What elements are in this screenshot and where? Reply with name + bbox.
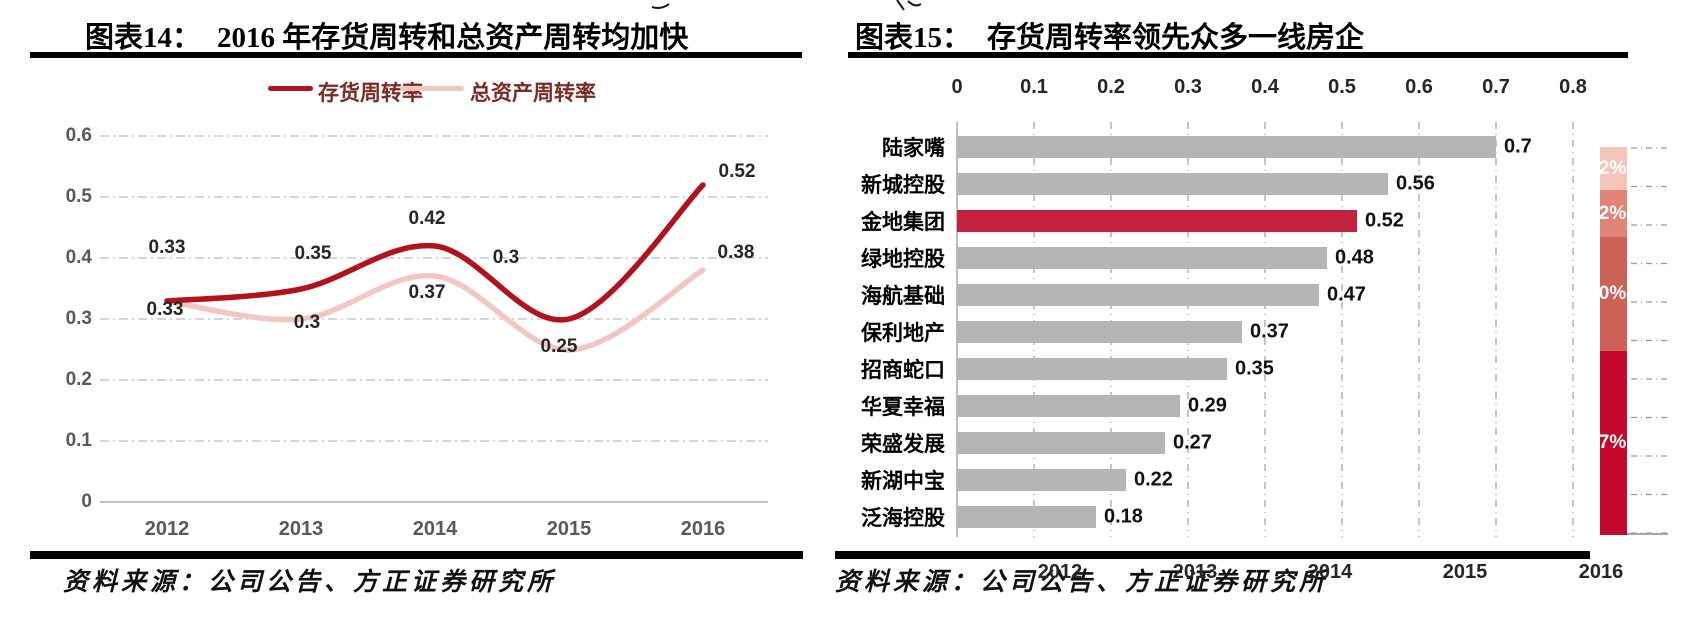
fragment-segment-label-4: 7% bbox=[1598, 432, 1627, 453]
fragment-stack-segment-1 bbox=[1600, 147, 1627, 190]
chart15-bar-value-招商蛇口: 0.35 bbox=[1235, 357, 1274, 380]
chart15-category-招商蛇口: 招商蛇口 bbox=[861, 358, 945, 382]
chart15-bar-value-金地集团: 0.52 bbox=[1365, 209, 1404, 232]
chart14-y-tick-0.4: 0.4 bbox=[65, 247, 92, 268]
chart14-legend-swatch-inventory-turnover bbox=[268, 86, 313, 91]
clipped-glyph-fragment-1 bbox=[651, 3, 670, 9]
chart15-bar-value-绿地控股: 0.48 bbox=[1335, 246, 1374, 269]
chart15-category-金地集团: 金地集团 bbox=[861, 210, 945, 234]
chart14-data-label-总资产周转率-2013: 0.3 bbox=[293, 312, 321, 333]
chart15-axis-tick-0.2: 0.2 bbox=[1097, 76, 1125, 98]
chart15-bar-金地集团 bbox=[957, 210, 1357, 232]
chart14-legend-swatch-asset-turnover bbox=[400, 86, 464, 91]
chart15-bar-荣盛发展 bbox=[957, 432, 1165, 454]
chart14-x-tick-2016: 2016 bbox=[680, 518, 726, 540]
chart15-bar-华夏幸福 bbox=[957, 395, 1180, 417]
chart14-y-tick-0.1: 0.1 bbox=[65, 430, 92, 451]
chart15-axis-tick-0: 0 bbox=[951, 76, 963, 98]
chart14-line-存货周转率 bbox=[164, 182, 706, 323]
chart15-bar-新湖中宝 bbox=[957, 469, 1126, 491]
chart14-data-label-存货周转率-2015: 0.3 bbox=[492, 247, 520, 268]
chart14-data-label-总资产周转率-2016: 0.38 bbox=[717, 242, 755, 263]
chart15-bar-value-华夏幸福: 0.29 bbox=[1188, 394, 1227, 417]
chart15-caption-label: 图表15： bbox=[855, 22, 972, 54]
chart14-data-label-存货周转率-2014: 0.42 bbox=[408, 208, 446, 229]
fragment-stack-segment-2 bbox=[1600, 190, 1627, 237]
chart15-axis-tick-0.4: 0.4 bbox=[1251, 76, 1279, 98]
chart15-category-新城控股: 新城控股 bbox=[861, 173, 945, 197]
chart14-y-tick-0.6: 0.6 bbox=[65, 125, 92, 146]
chart15-axis-tick-0.8: 0.8 bbox=[1559, 76, 1587, 98]
chart14-data-label-存货周转率-2013: 0.35 bbox=[294, 243, 332, 264]
chart15-caption-text: 存货周转率领先众多一线房企 bbox=[987, 22, 1365, 54]
fragment-x-tick-2012: 2012 bbox=[1037, 561, 1083, 583]
chart15-category-绿地控股: 绿地控股 bbox=[861, 247, 945, 271]
chart14-y-tick-0.2: 0.2 bbox=[65, 369, 92, 390]
chart14-caption-label: 图表14： bbox=[85, 22, 202, 54]
chart15-bar-value-保利地产: 0.37 bbox=[1250, 320, 1289, 343]
clipped-glyph-fragment-3 bbox=[907, 0, 922, 7]
fragment-stack-segment-4 bbox=[1600, 351, 1627, 535]
chart15-bar-绿地控股 bbox=[957, 247, 1327, 269]
chart15-category-荣盛发展: 荣盛发展 bbox=[861, 432, 945, 456]
chart15-category-泛海控股: 泛海控股 bbox=[861, 506, 945, 530]
chart15-category-陆家嘴: 陆家嘴 bbox=[882, 136, 945, 160]
chart14-line-总资产周转率 bbox=[164, 267, 706, 353]
chart14-x-tick-2013: 2013 bbox=[278, 518, 324, 540]
chart14-data-label-存货周转率-2012: 0.33 bbox=[148, 237, 186, 258]
chart14-data-label-存货周转率-2016: 0.52 bbox=[718, 161, 756, 182]
chart15-axis-tick-0.7: 0.7 bbox=[1482, 76, 1510, 98]
chart14-x-tick-2015: 2015 bbox=[546, 518, 592, 540]
chart15-bar-泛海控股 bbox=[957, 506, 1096, 528]
chart14-x-tick-2012: 2012 bbox=[144, 518, 190, 540]
chart14-y-tick-0: 0 bbox=[81, 491, 92, 512]
chart15-bar-value-海航基础: 0.47 bbox=[1327, 283, 1366, 306]
chart15-category-华夏幸福: 华夏幸福 bbox=[861, 395, 945, 419]
chart14-title-rule bbox=[30, 52, 802, 58]
chart14-data-label-总资产周转率-2012: 0.33 bbox=[146, 299, 184, 320]
chart14-legend-label-inventory-turnover: 存货周转率 bbox=[318, 81, 423, 105]
chart14-source: 资料来源：公司公告、方正证券研究所 bbox=[63, 569, 557, 596]
fragment-segment-label-1: 2% bbox=[1598, 157, 1627, 179]
fragment-x-tick-2014: 2014 bbox=[1307, 561, 1353, 583]
chart15-axis-tick-0.5: 0.5 bbox=[1328, 76, 1356, 98]
chart15-bar-新城控股 bbox=[957, 173, 1388, 195]
chart15-axis-tick-0.6: 0.6 bbox=[1405, 76, 1433, 98]
chart15-category-保利地产: 保利地产 bbox=[861, 321, 945, 345]
chart15-bar-海航基础 bbox=[957, 284, 1319, 306]
chart15-bar-陆家嘴 bbox=[957, 136, 1496, 158]
clipped-glyph-fragment-2 bbox=[896, 0, 905, 11]
chart14-x-tick-2014: 2014 bbox=[412, 518, 458, 540]
chart15-bar-value-泛海控股: 0.18 bbox=[1104, 505, 1143, 528]
chart15-category-海航基础: 海航基础 bbox=[861, 284, 945, 308]
chart15-title: 图表15： 存货周转率领先众多一线房企 bbox=[855, 14, 1364, 56]
chart14-bottom-rule bbox=[30, 551, 803, 559]
chart15-axis-tick-0.3: 0.3 bbox=[1174, 76, 1202, 98]
chart14-title: 图表14： 2016 年存货周转和总资产周转均加快 bbox=[85, 14, 688, 56]
chart15-axis-tick-0.1: 0.1 bbox=[1020, 76, 1048, 98]
chart14-legend-label-asset-turnover: 总资产周转率 bbox=[470, 81, 596, 105]
fragment-segment-label-2: 2% bbox=[1598, 202, 1627, 224]
chart15-bar-value-陆家嘴: 0.7 bbox=[1504, 135, 1532, 158]
fragment-x-tick-2013: 2013 bbox=[1172, 561, 1218, 583]
chart14-data-label-总资产周转率-2014: 0.37 bbox=[408, 282, 446, 303]
fragment-x-tick-2015: 2015 bbox=[1442, 561, 1488, 583]
chart15-bar-保利地产 bbox=[957, 321, 1242, 343]
chart14-caption-text: 2016 年存货周转和总资产周转均加快 bbox=[217, 22, 689, 54]
chart15-source: 资料来源：公司公告、方正证券研究所 bbox=[835, 569, 1329, 596]
chart15-bar-value-新城控股: 0.56 bbox=[1396, 172, 1435, 195]
chart15-bar-value-荣盛发展: 0.27 bbox=[1173, 431, 1212, 454]
chart15-bottom-rule bbox=[835, 551, 1590, 559]
chart14-data-label-总资产周转率-2015: 0.25 bbox=[540, 336, 578, 357]
fragment-segment-label-3: 0% bbox=[1598, 283, 1627, 304]
fragment-x-tick-2016: 2016 bbox=[1578, 561, 1624, 583]
fragment-stack-segment-3 bbox=[1600, 237, 1627, 351]
chart15-bar-招商蛇口 bbox=[957, 358, 1227, 380]
chart15-category-新湖中宝: 新湖中宝 bbox=[861, 469, 945, 493]
chart15-title-rule bbox=[848, 52, 1628, 58]
chart14-y-tick-0.3: 0.3 bbox=[65, 308, 92, 329]
chart15-bar-value-新湖中宝: 0.22 bbox=[1134, 468, 1173, 491]
chart14-y-tick-0.5: 0.5 bbox=[65, 186, 92, 207]
